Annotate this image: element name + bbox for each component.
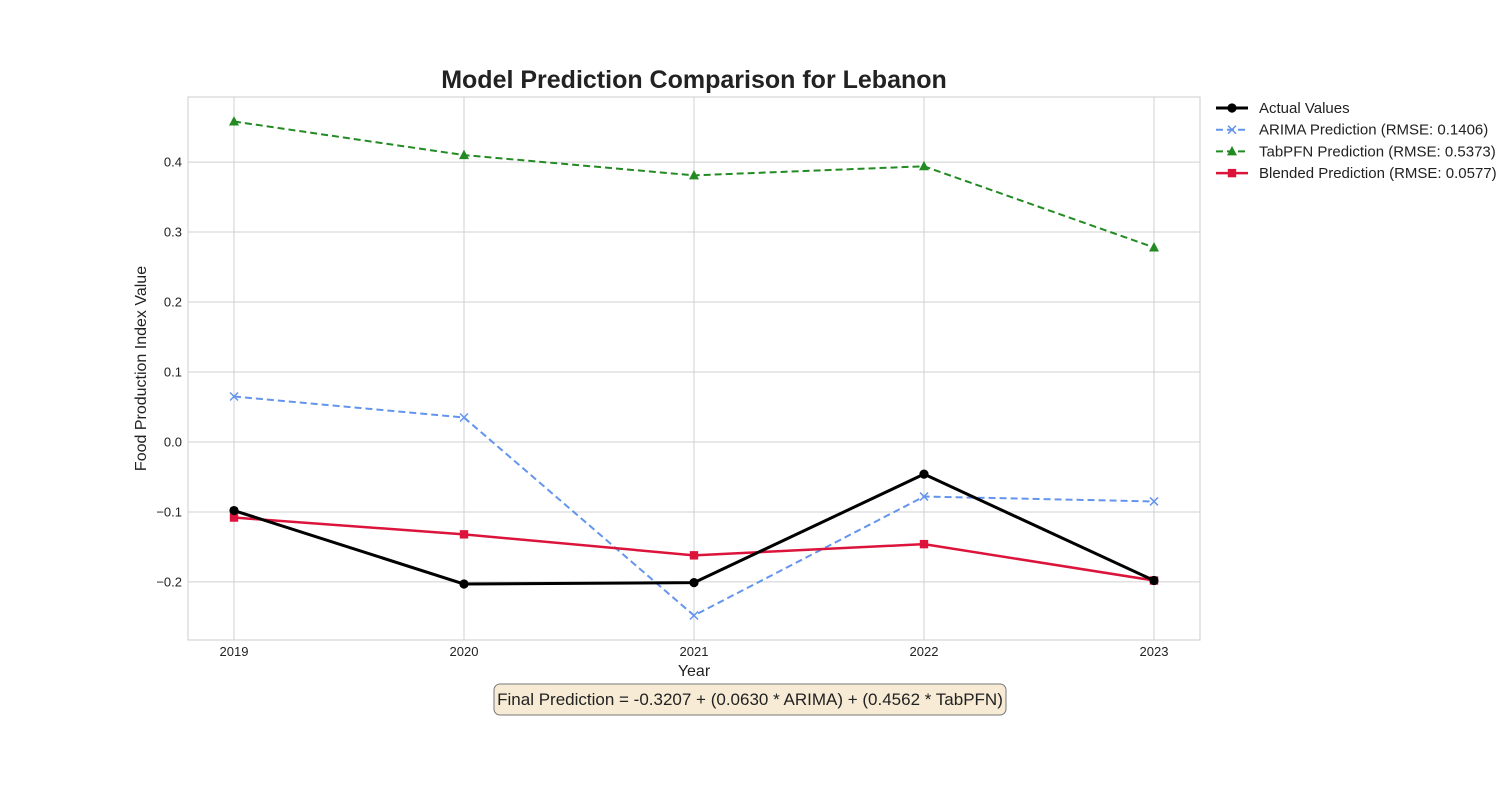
data-point-blended xyxy=(689,551,699,560)
data-point-actual xyxy=(1149,575,1159,586)
data-point-actual xyxy=(459,579,469,589)
formula-annotation: Final Prediction = -0.3207 + (0.0630 * A… xyxy=(493,683,1007,716)
series-arima xyxy=(229,391,1159,621)
legend-marker xyxy=(1227,125,1237,135)
legend-label: Blended Prediction (RMSE: 0.0577) xyxy=(1259,165,1497,182)
legend-marker xyxy=(1227,103,1237,113)
legend-label: TabPFN Prediction (RMSE: 0.5373) xyxy=(1259,143,1496,160)
legend-item-arima: ARIMA Prediction (RMSE: 0.1406) xyxy=(1216,122,1488,139)
data-point-blended xyxy=(229,513,239,522)
series-layer xyxy=(229,116,1159,621)
legend-item-actual: Actual Values xyxy=(1216,100,1350,117)
data-point-tabpfn xyxy=(1149,242,1159,252)
y-tick-label: −0.1 xyxy=(156,504,182,519)
data-point-actual xyxy=(919,469,929,479)
y-tick-label: −0.2 xyxy=(156,574,182,589)
data-point-arima xyxy=(229,391,239,402)
data-point-arima xyxy=(919,492,929,502)
x-tick-label: 2019 xyxy=(220,644,249,659)
series-tabpfn xyxy=(229,116,1159,252)
legend-label: Actual Values xyxy=(1259,100,1350,117)
data-point-tabpfn xyxy=(689,169,699,180)
legend-item-blended: Blended Prediction (RMSE: 0.0577) xyxy=(1216,165,1497,182)
data-point-tabpfn xyxy=(459,149,469,160)
data-point-tabpfn xyxy=(229,116,239,126)
x-tick-label: 2020 xyxy=(450,644,479,659)
grid xyxy=(188,97,1200,640)
x-tick-label: 2022 xyxy=(910,644,939,659)
y-axis-label: Food Production Index Value xyxy=(133,266,150,471)
data-point-tabpfn xyxy=(919,160,929,171)
x-tick-label: 2023 xyxy=(1140,644,1169,659)
legend-item-tabpfn: TabPFN Prediction (RMSE: 0.5373) xyxy=(1216,143,1496,160)
annotation-text: Final Prediction = -0.3207 + (0.0630 * A… xyxy=(497,690,1003,709)
plot-frame xyxy=(187,96,1201,641)
data-point-actual xyxy=(229,505,239,516)
data-point-blended xyxy=(459,530,469,539)
data-point-blended xyxy=(919,539,929,549)
legend-marker xyxy=(1227,168,1237,178)
annotation-box xyxy=(493,683,1007,716)
data-point-arima xyxy=(1149,496,1159,506)
legend-label: ARIMA Prediction (RMSE: 0.1406) xyxy=(1259,122,1488,139)
y-tick-label: 0.3 xyxy=(164,225,182,240)
data-point-arima xyxy=(459,412,469,423)
y-tick-label: 0.4 xyxy=(164,155,182,170)
chart-title: Model Prediction Comparison for Lebanon xyxy=(441,66,947,94)
data-point-arima xyxy=(689,610,699,621)
x-tick-labels: 2019 2020 2021 2022 2023 xyxy=(220,644,1169,659)
y-tick-label: 0.1 xyxy=(164,364,182,379)
x-tick-label: 2021 xyxy=(680,644,709,659)
y-tick-label: 0.0 xyxy=(164,434,182,449)
legend: Actual Values ARIMA Prediction (RMSE: 0.1… xyxy=(1216,100,1497,182)
legend-marker xyxy=(1227,146,1237,156)
x-axis-label: Year xyxy=(678,663,711,680)
y-tick-labels: −0.2 −0.1 0.0 0.1 0.2 0.3 0.4 xyxy=(156,155,182,590)
data-point-actual xyxy=(689,578,699,588)
series-actual xyxy=(229,469,1159,589)
y-tick-label: 0.2 xyxy=(164,295,182,310)
